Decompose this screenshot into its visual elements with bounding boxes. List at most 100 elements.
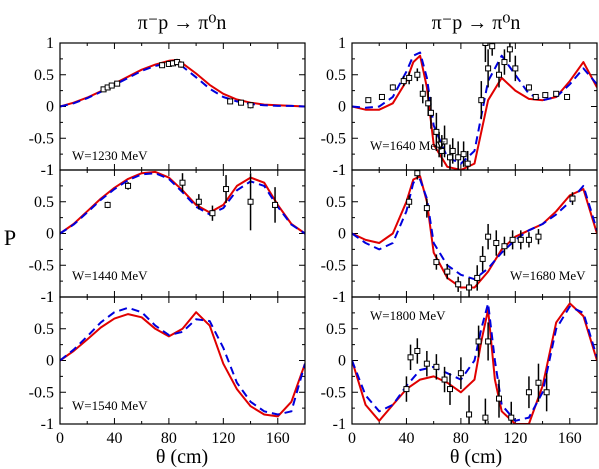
energy-label: W=1230 MeV [72,148,148,163]
data-point [378,93,385,100]
data-point [447,154,453,161]
data-point [272,201,279,208]
y-tick-label: 0 [46,353,54,370]
x-tick-label: 120 [503,430,527,447]
data-point [455,154,462,161]
data-point [441,376,448,383]
y-tick-label: 1 [338,162,346,179]
series-dashed-line [60,306,305,416]
y-tick-label: 0.5 [34,194,54,211]
x-axis-label-right: θ (cm) [450,446,502,468]
data-point [441,138,448,145]
data-point [460,151,467,158]
data-point [455,281,462,288]
data-point [447,386,453,393]
data-point [407,354,414,361]
data-point [525,236,532,243]
data-point [423,205,430,212]
y-tick-label: 0 [338,353,346,370]
data-point [482,43,489,46]
data-point [501,59,508,66]
x-tick-label: 160 [266,430,290,447]
data-point [525,84,532,91]
data-point [535,379,542,386]
energy-label: W=1680 MeV [510,268,586,283]
data-point [125,182,132,189]
y-axis-label: P [4,225,16,250]
data-point [489,43,496,50]
panel-curves [60,58,305,109]
data-point [464,160,471,167]
data-point [433,259,440,266]
y-tick-label: -1 [41,289,54,306]
data-point [444,268,451,275]
y-tick-label: 1 [46,35,54,52]
y-tick-label: -0.5 [321,130,346,147]
panel-curves [60,170,305,235]
title-left: π⁻p → π⁰n [138,12,227,34]
data-point [508,414,515,421]
data-point [496,71,502,78]
title-right: π⁻p → π⁰n [432,12,521,34]
data-point [414,170,421,177]
series-dashed-line [352,302,597,422]
data-point [238,99,245,106]
panel-5: -1 -0.5 0 0.5 1 W=1680 MeV [321,162,598,306]
x-axis-label-left: θ (cm) [156,446,208,468]
data-point [400,78,407,85]
data-point [433,128,440,135]
x-tick-label: 40 [106,430,122,447]
panel-curves [352,302,597,424]
data-point [479,255,486,262]
panel-1: -1 -0.5 0 0.5 1 W=1230 MeV [29,35,306,179]
data-point [423,360,430,367]
energy-label: W=1440 MeV [72,268,148,283]
data-point [485,65,492,72]
y-tick-label: 0 [46,99,54,116]
data-point [482,414,489,421]
y-tick-label: 0 [338,226,346,243]
y-tick-label: 1 [46,162,54,179]
data-point [178,61,185,68]
data-point [535,233,542,240]
data-point [542,92,549,99]
data-point [427,109,434,116]
y-tick-label: 1 [338,35,346,52]
energy-label: W=1640 MeV [370,138,446,153]
y-tick-label: -0.5 [321,257,346,274]
data-point [195,198,202,205]
data-point [475,338,482,345]
x-tick-label: 80 [453,430,469,447]
data-point [365,97,372,104]
x-tick-label: 80 [161,430,177,447]
data-point [179,179,186,186]
data-point [525,389,532,396]
data-point [114,80,121,87]
x-tick-label: 160 [558,430,582,447]
data-point [517,236,524,243]
panel-2: -1 -0.5 0 0.5 1 W=1440 MeV [29,162,306,306]
data-point [496,395,502,402]
data-point [553,90,560,97]
y-tick-label: 0.5 [326,194,346,211]
y-tick-label: -1 [333,416,346,433]
data-point [403,386,410,393]
data-point [532,93,539,100]
y-tick-label: 0.5 [326,321,346,338]
y-tick-label: -1 [41,162,54,179]
series-dashed-line [60,61,305,108]
data-point [414,347,421,354]
data-point [414,71,421,78]
y-tick-label: 0 [46,226,54,243]
data-point [466,411,473,418]
y-tick-label: 0 [338,99,346,116]
y-tick-label: -0.5 [29,130,54,147]
panel-3: 0 40 80 120 160 -1 -0.5 0 0.5 1 W=1540 MeV [29,289,306,447]
y-tick-label: 1 [46,289,54,306]
x-tick-label: 40 [398,430,414,447]
x-tick-label: 0 [56,430,64,447]
y-tick-label: -1 [333,162,346,179]
data-point [501,243,508,250]
y-tick-label: 0.5 [34,67,54,84]
data-point [509,236,516,243]
